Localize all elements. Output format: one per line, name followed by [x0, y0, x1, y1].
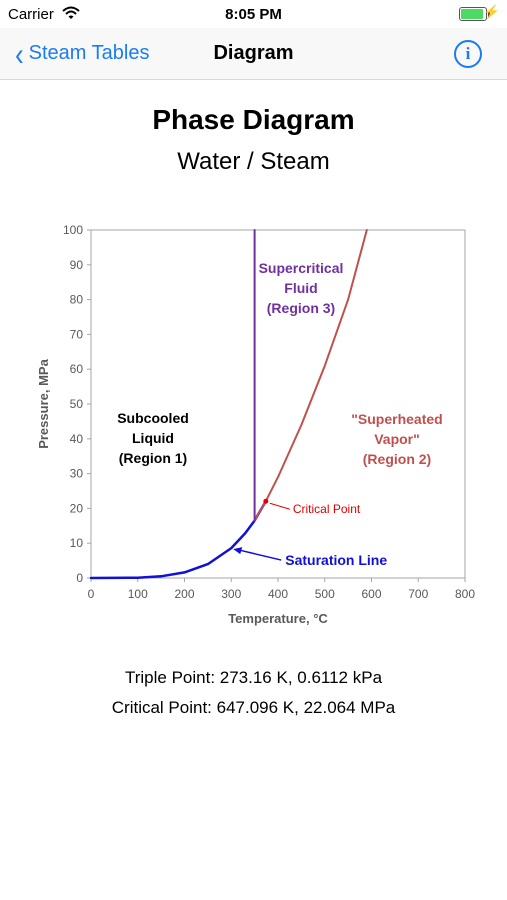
wifi-icon: [62, 6, 80, 24]
x-tick-label: 400: [268, 587, 288, 601]
y-tick-label: 40: [70, 432, 84, 446]
y-tick-label: 0: [76, 571, 83, 585]
saturation-line: [89, 499, 268, 580]
carrier-label: Carrier: [8, 6, 54, 23]
y-tick-label: 100: [63, 223, 83, 237]
x-tick-label: 300: [221, 587, 241, 601]
x-tick-label: 600: [361, 587, 381, 601]
status-bar: Carrier 8:05 PM ⚡: [0, 0, 507, 28]
back-label: Steam Tables: [28, 42, 150, 64]
x-tick-label: 0: [88, 587, 95, 601]
phase-diagram-chart: 0 100 200 300 400 500 600 700 800 0 10 20 30 40 50 60 70…: [36, 223, 475, 626]
region-3-label: Fluid: [284, 280, 317, 296]
x-tick-label: 800: [455, 587, 475, 601]
y-axis-label: Pressure, MPa: [36, 358, 51, 448]
clock: 8:05 PM: [225, 6, 282, 23]
region-1-label: (Region 1): [119, 450, 187, 466]
region-2-label: (Region 2): [363, 451, 431, 467]
region-1-label: Subcooled: [117, 410, 189, 426]
y-tick-label: 20: [70, 501, 84, 515]
saturation-line-annotation: Saturation Line: [285, 552, 387, 568]
battery-icon: [459, 7, 490, 21]
x-tick-label: 700: [408, 587, 428, 601]
saturation-arrowhead: [233, 547, 243, 555]
critical-point-marker: [263, 498, 269, 504]
region-2-label: "Superheated: [351, 411, 442, 427]
y-tick-label: 10: [70, 536, 84, 550]
region-3-label: Supercritical: [259, 260, 344, 276]
region-2-label: Vapor": [374, 431, 420, 447]
back-button[interactable]: ‹ Steam Tables: [14, 28, 149, 79]
region-1-label: Liquid: [132, 430, 174, 446]
saturation-line-leader: [239, 549, 282, 561]
charging-bolt-icon: ⚡: [483, 4, 500, 19]
triple-point-text: Triple Point: 273.16 K, 0.6112 kPa: [124, 668, 383, 687]
critical-point-leader: [269, 502, 290, 510]
y-tick-label: 60: [70, 362, 84, 376]
page-title: Phase Diagram: [152, 104, 355, 135]
y-tick-label: 80: [70, 293, 84, 307]
x-tick-label: 200: [174, 587, 194, 601]
y-tick-label: 90: [70, 258, 84, 272]
critical-point-text: Critical Point: 647.096 K, 22.064 MPa: [111, 698, 396, 717]
navigation-bar: ‹ Steam Tables Diagram i: [0, 28, 507, 80]
critical-point-annotation: Critical Point: [293, 502, 361, 516]
y-tick-label: 70: [70, 327, 84, 341]
page-subtitle: Water / Steam: [177, 148, 330, 175]
x-axis-label: Temperature, °C: [228, 611, 328, 626]
region-3-label: (Region 3): [267, 300, 335, 316]
y-tick-label: 30: [70, 467, 84, 481]
plot-frame: [90, 229, 466, 579]
y-tick-label: 50: [70, 397, 84, 411]
chevron-left-icon: ‹: [15, 35, 24, 72]
x-tick-label: 500: [315, 587, 335, 601]
info-button-icon[interactable]: i: [454, 40, 482, 68]
nav-title: Diagram: [213, 42, 294, 64]
x-tick-label: 100: [128, 587, 148, 601]
